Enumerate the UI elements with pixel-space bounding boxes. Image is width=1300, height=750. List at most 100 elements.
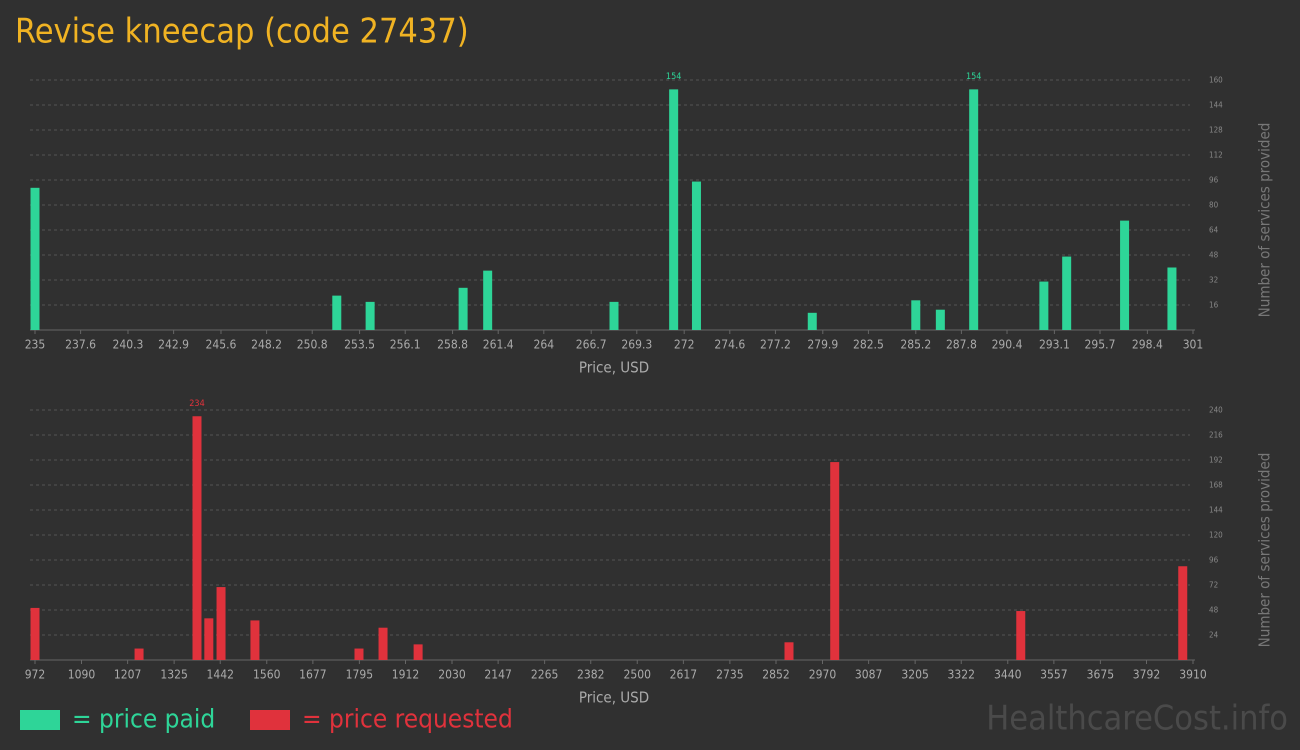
x-tick-label: 1442 [207,668,234,682]
data-label: 234 [189,399,204,409]
x-tick-label: 298.4 [1132,338,1163,352]
bar [807,312,817,330]
bar [204,618,214,660]
bar [378,627,388,660]
x-tick-label: 2147 [484,668,511,682]
x-tick-label: 2735 [716,668,743,682]
bar [30,187,40,330]
x-tick-label: 2382 [577,668,604,682]
y-tick-label: 192 [1209,456,1223,465]
x-tick-label: 274.6 [714,338,745,352]
x-tick-label: 248.2 [251,338,282,352]
x-tick-label: 261.4 [483,338,514,352]
x-tick-label: 293.1 [1039,338,1070,352]
bar [332,295,342,330]
bar [935,309,945,330]
bar [911,300,921,330]
x-tick-label: 3675 [1087,668,1114,682]
y-tick-label: 216 [1209,431,1223,440]
x-tick-label: 2265 [531,668,558,682]
y-tick-label: 168 [1209,481,1223,490]
x-tick-label: 266.7 [576,338,607,352]
y-tick-label: 96 [1209,176,1219,185]
x-tick-label: 1325 [160,668,187,682]
bar [483,270,493,330]
x-tick-label: 2852 [762,668,789,682]
y-tick-label: 24 [1209,631,1219,640]
bar [1178,566,1188,660]
x-tick-label: 1207 [114,668,141,682]
x-tick-label: 256.1 [390,338,421,352]
bar [1167,267,1177,330]
y-tick-label: 32 [1209,276,1218,285]
legend-label: = price paid [72,705,215,735]
y-tick-label: 48 [1209,606,1219,615]
x-tick-label: 272 [674,338,695,352]
y-tick-label: 16 [1209,301,1219,310]
y-tick-label: 120 [1209,531,1223,540]
x-tick-label: 2970 [809,668,837,682]
bar [609,301,619,330]
bar [250,620,260,660]
data-label: 154 [666,72,681,82]
bar [1039,281,1049,330]
x-axis-label: Price, USD [579,359,649,377]
page-title: Revise kneecap (code 27437) [15,12,469,52]
x-tick-label: 3557 [1040,668,1067,682]
x-tick-label: 3792 [1133,668,1160,682]
x-tick-label: 2030 [438,668,466,682]
x-tick-label: 301 [1183,338,1204,352]
x-tick-label: 295.7 [1085,338,1116,352]
y-tick-label: 96 [1209,556,1219,565]
bar [134,648,144,660]
bar [413,644,423,660]
x-tick-label: 237.6 [65,338,96,352]
y-axis-label: Number of services provided [1256,453,1274,648]
x-tick-label: 250.8 [297,338,328,352]
x-tick-label: 258.8 [437,338,468,352]
y-tick-label: 144 [1209,506,1223,515]
bar [830,462,840,660]
y-tick-label: 72 [1209,581,1218,590]
bar [1120,220,1130,330]
data-label: 154 [966,72,981,82]
bar [458,287,468,330]
bar [691,181,701,330]
x-tick-label: 279.9 [807,338,838,352]
x-tick-label: 285.2 [900,338,931,352]
y-tick-label: 48 [1209,251,1219,260]
x-tick-label: 242.9 [158,338,189,352]
x-tick-label: 287.8 [946,338,977,352]
x-tick-label: 1912 [392,668,419,682]
y-tick-label: 112 [1209,151,1223,160]
x-tick-label: 282.5 [853,338,884,352]
bar [669,89,679,330]
x-tick-label: 1677 [299,668,326,682]
x-tick-label: 269.3 [621,338,652,352]
x-tick-label: 290.4 [992,338,1023,352]
x-tick-label: 2617 [670,668,697,682]
x-tick-label: 3322 [948,668,975,682]
x-axis-label: Price, USD [579,689,649,707]
y-tick-label: 80 [1209,201,1219,210]
x-tick-label: 2500 [624,668,652,682]
y-axis-label: Number of services provided [1256,123,1274,318]
x-tick-label: 3440 [994,668,1022,682]
bar [30,607,40,660]
bar [192,416,202,660]
y-tick-label: 64 [1209,226,1219,235]
y-tick-label: 128 [1209,126,1223,135]
y-tick-label: 160 [1209,76,1223,85]
x-tick-label: 1560 [253,668,281,682]
bar [784,642,794,660]
bar [216,587,226,660]
x-tick-label: 3087 [855,668,882,682]
x-tick-label: 1795 [346,668,373,682]
legend-label: = price requested [302,705,513,735]
y-tick-label: 144 [1209,101,1223,110]
x-tick-label: 972 [25,668,46,682]
bar [354,648,364,660]
x-tick-label: 277.2 [760,338,791,352]
y-tick-label: 240 [1209,406,1223,415]
